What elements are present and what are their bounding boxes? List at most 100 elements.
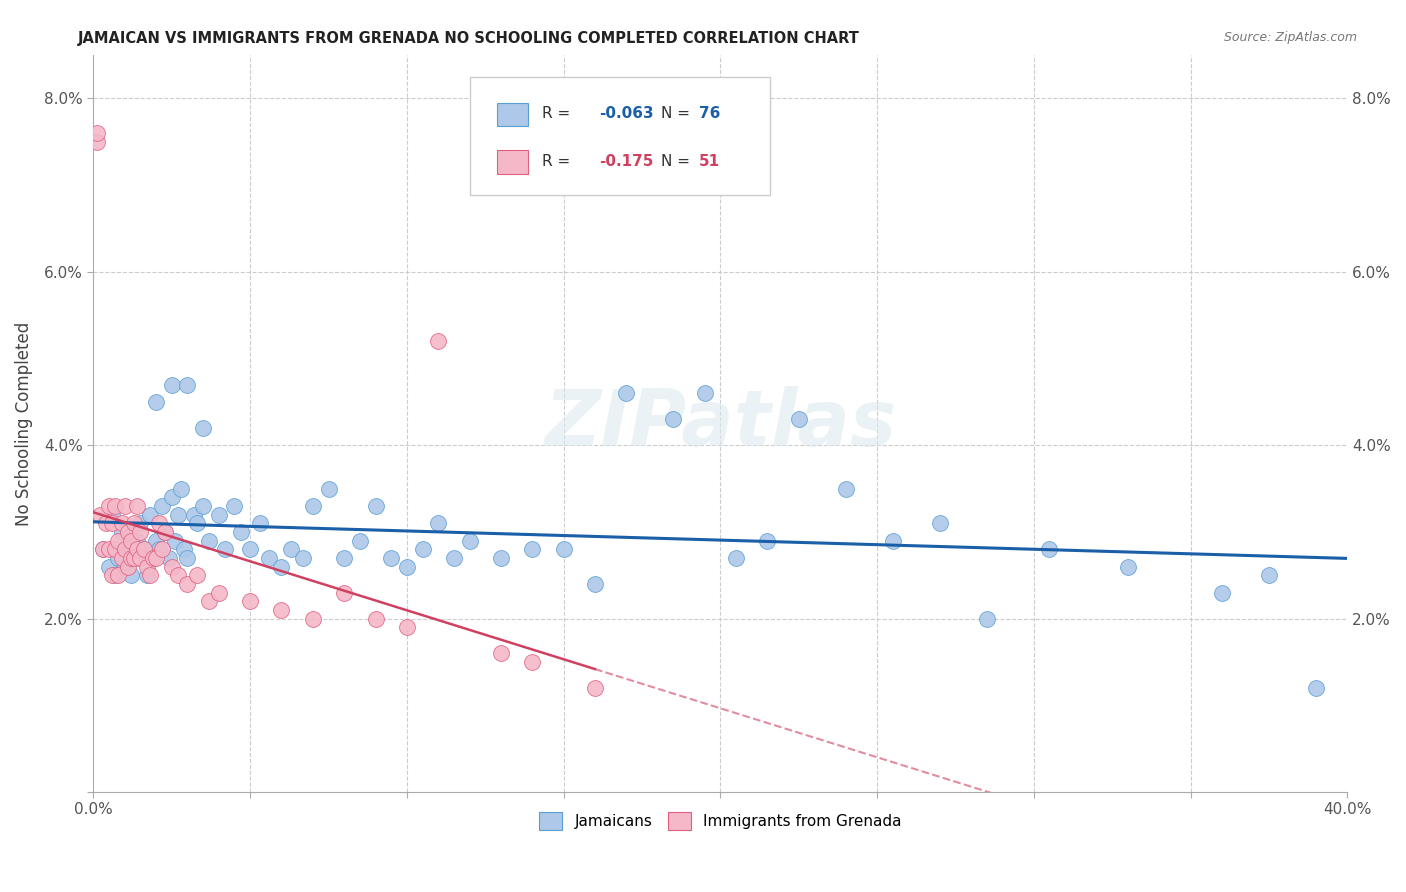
Point xyxy=(380,550,402,565)
Text: Source: ZipAtlas.com: Source: ZipAtlas.com xyxy=(1223,31,1357,45)
Point xyxy=(122,516,145,531)
Point xyxy=(224,499,246,513)
Point xyxy=(198,594,221,608)
Point xyxy=(94,516,117,531)
Point xyxy=(117,542,139,557)
Point xyxy=(882,533,904,548)
Point xyxy=(110,550,132,565)
Point xyxy=(101,516,124,531)
Text: R =: R = xyxy=(543,154,575,169)
Point xyxy=(186,516,208,531)
Point xyxy=(443,550,465,565)
Point xyxy=(107,568,129,582)
Point xyxy=(135,559,157,574)
Point xyxy=(191,421,214,435)
Point xyxy=(522,655,544,669)
Text: N =: N = xyxy=(661,106,696,121)
Point xyxy=(135,568,157,582)
Point xyxy=(150,542,173,557)
Point xyxy=(427,334,450,349)
Point xyxy=(145,395,167,409)
Text: 51: 51 xyxy=(699,154,720,169)
Point xyxy=(160,490,183,504)
Point xyxy=(301,611,323,625)
Point xyxy=(176,577,198,591)
Point xyxy=(104,568,127,582)
Point xyxy=(395,620,418,634)
Point xyxy=(129,550,152,565)
Point xyxy=(270,603,292,617)
Point xyxy=(489,550,512,565)
Point xyxy=(1305,681,1327,695)
Point xyxy=(98,559,121,574)
Point xyxy=(157,550,180,565)
Point xyxy=(104,542,127,557)
Text: ZIPatlas: ZIPatlas xyxy=(544,385,897,461)
Point xyxy=(132,542,155,557)
Point xyxy=(167,568,190,582)
Point xyxy=(114,499,136,513)
Point xyxy=(724,550,747,565)
Point xyxy=(292,550,315,565)
Point xyxy=(114,559,136,574)
Text: 76: 76 xyxy=(699,106,720,121)
Point xyxy=(129,550,152,565)
Point xyxy=(127,499,149,513)
Point xyxy=(120,533,142,548)
Point xyxy=(145,550,167,565)
Point xyxy=(142,550,165,565)
Point xyxy=(160,377,183,392)
FancyBboxPatch shape xyxy=(498,103,529,127)
Point xyxy=(229,524,252,539)
Point xyxy=(120,568,142,582)
Point xyxy=(107,550,129,565)
Point xyxy=(110,524,132,539)
Point xyxy=(176,377,198,392)
Point xyxy=(86,126,108,140)
Point xyxy=(614,386,637,401)
Point xyxy=(198,533,221,548)
Point xyxy=(1116,559,1139,574)
Point xyxy=(191,499,214,513)
Point xyxy=(104,499,127,513)
Point xyxy=(270,559,292,574)
Point xyxy=(208,508,231,522)
Point xyxy=(129,524,152,539)
Point xyxy=(239,542,262,557)
Point xyxy=(167,508,190,522)
Point xyxy=(127,533,149,548)
Point xyxy=(208,585,231,599)
Text: R =: R = xyxy=(543,106,575,121)
Point xyxy=(176,550,198,565)
Point xyxy=(183,508,205,522)
Point xyxy=(127,542,149,557)
Point xyxy=(142,550,165,565)
Point xyxy=(301,499,323,513)
Point xyxy=(110,516,132,531)
Text: N =: N = xyxy=(661,154,696,169)
Point xyxy=(129,516,152,531)
Point xyxy=(145,533,167,548)
Point xyxy=(364,499,387,513)
Point xyxy=(333,550,356,565)
Point xyxy=(98,499,121,513)
Point xyxy=(122,550,145,565)
Point xyxy=(280,542,302,557)
Point xyxy=(91,542,114,557)
Point xyxy=(120,550,142,565)
Legend: Jamaicans, Immigrants from Grenada: Jamaicans, Immigrants from Grenada xyxy=(533,806,907,836)
Point xyxy=(132,542,155,557)
Point xyxy=(139,508,162,522)
Point xyxy=(364,611,387,625)
Point xyxy=(333,585,356,599)
Point xyxy=(155,524,177,539)
Point xyxy=(349,533,371,548)
Point xyxy=(117,524,139,539)
Point xyxy=(1038,542,1060,557)
Point xyxy=(928,516,950,531)
Point xyxy=(427,516,450,531)
Point xyxy=(91,542,114,557)
Point xyxy=(139,568,162,582)
Point xyxy=(662,412,685,426)
Point xyxy=(214,542,236,557)
